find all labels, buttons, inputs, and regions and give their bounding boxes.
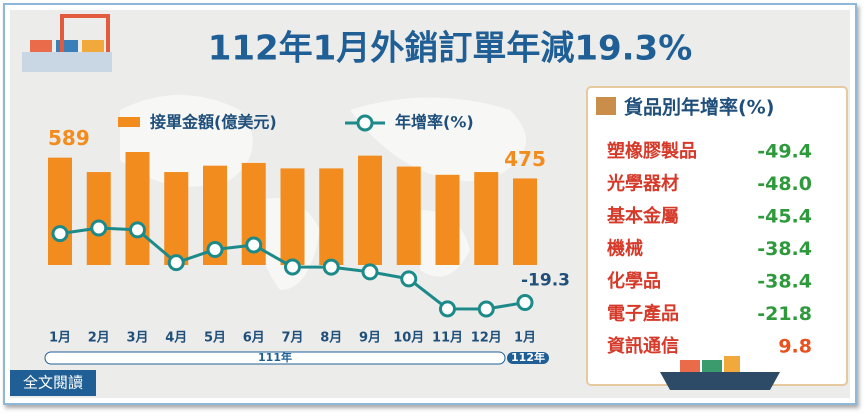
growth-marker — [361, 263, 379, 281]
bar — [164, 172, 189, 265]
x-tick-label: 9月 — [359, 331, 381, 346]
category-value: -38.4 — [757, 238, 812, 260]
legend-label: 年增率(%) — [395, 113, 474, 132]
category-value: -38.4 — [757, 271, 812, 293]
ship-icon — [660, 356, 780, 390]
growth-marker — [400, 270, 418, 288]
period-label: 111年 — [258, 350, 292, 364]
period-bar — [507, 352, 549, 364]
growth-marker — [245, 236, 263, 254]
read-more-button[interactable] — [10, 370, 96, 396]
growth-marker — [90, 219, 108, 237]
growth-marker — [51, 225, 69, 243]
bar-value-label: 475 — [504, 147, 546, 171]
panel-title: 貨品別年增率(%) — [624, 96, 774, 119]
period-label: 112年 — [511, 350, 545, 364]
chart-title: 112年1月外銷訂單年減19.3% — [208, 29, 693, 69]
legend-swatch — [118, 117, 140, 127]
x-tick-label: 4月 — [165, 331, 187, 346]
x-tick-label: 7月 — [281, 331, 303, 346]
category-value: -45.4 — [757, 206, 812, 228]
growth-marker — [206, 241, 224, 258]
bar — [358, 155, 382, 265]
x-tick-label: 1月 — [49, 331, 71, 346]
category-value: -21.8 — [757, 303, 812, 325]
x-tick-label: 12月 — [471, 331, 502, 346]
category-value: -49.4 — [757, 141, 812, 163]
x-tick-label: 10月 — [393, 331, 424, 346]
period-bar — [44, 351, 506, 365]
growth-marker — [516, 294, 534, 311]
x-tick-label: 6月 — [243, 331, 265, 346]
category-name: 光學器材 — [606, 173, 679, 195]
bar — [435, 174, 460, 265]
bar — [48, 157, 72, 265]
growth-marker — [167, 254, 185, 272]
bar-value-label: 589 — [48, 126, 90, 150]
x-tick-label: 1月 — [514, 331, 536, 346]
bar — [125, 152, 150, 265]
line-value-label: -19.3 — [521, 271, 570, 291]
bar — [513, 178, 537, 265]
growth-marker — [322, 258, 340, 276]
x-tick-label: 2月 — [88, 331, 110, 346]
category-name: 塑橡膠製品 — [607, 140, 697, 162]
x-tick-label: 5月 — [204, 331, 226, 346]
category-name: 基本金屬 — [606, 205, 679, 227]
read-more-label[interactable]: 全文閱讀 — [23, 374, 83, 392]
category-name: 資訊通信 — [607, 335, 679, 357]
x-tick-label: 11月 — [432, 331, 463, 346]
x-tick-label: 3月 — [126, 331, 148, 346]
legend-label: 接單金額(億美元) — [150, 113, 277, 132]
port-icon — [22, 14, 112, 72]
bar — [280, 168, 305, 265]
growth-marker — [439, 300, 456, 318]
category-name: 化學品 — [607, 270, 661, 292]
bar — [319, 168, 344, 265]
bar — [474, 172, 499, 265]
growth-marker — [284, 258, 301, 276]
growth-marker — [129, 221, 146, 239]
category-name: 電子產品 — [607, 303, 679, 325]
category-value: 9.8 — [778, 336, 812, 358]
bar — [396, 166, 421, 265]
bar — [86, 172, 111, 265]
legend-marker — [356, 114, 374, 132]
growth-marker — [477, 300, 495, 318]
box-icon — [596, 97, 616, 115]
category-value: -48.0 — [757, 173, 812, 195]
category-name: 機械 — [607, 238, 643, 260]
x-tick-label: 8月 — [320, 331, 342, 346]
